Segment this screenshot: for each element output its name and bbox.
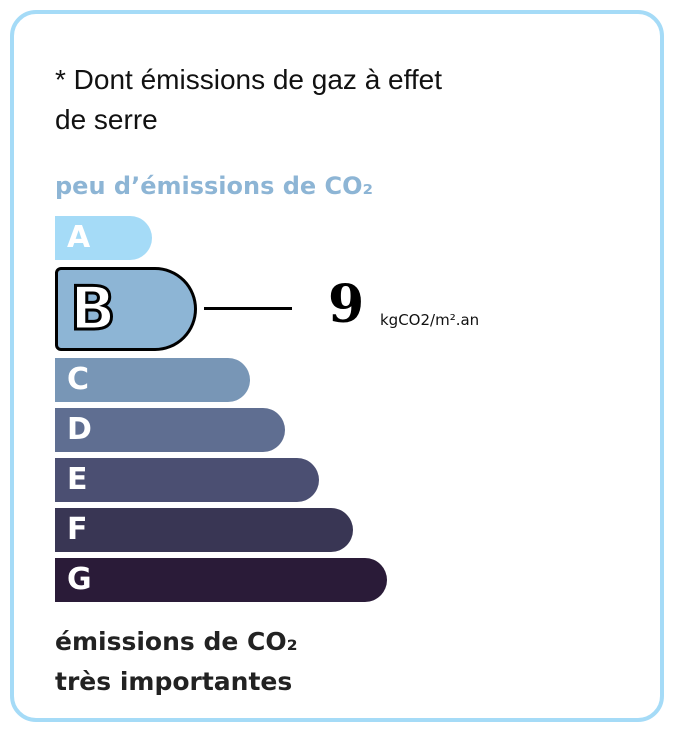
scale-bottom-label: émissions de CO₂ très importantes: [55, 622, 298, 702]
indicator-line: [204, 307, 292, 310]
class-bar-a: A: [55, 216, 152, 260]
class-letter: A: [67, 220, 91, 255]
label-frame: [10, 10, 664, 722]
class-bar-f: F: [55, 508, 353, 552]
value: 9: [328, 274, 365, 335]
class-letter: D: [67, 412, 92, 447]
title-line: de serre: [55, 104, 158, 135]
bottom-line: très importantes: [55, 667, 293, 696]
class-bar-c: C: [55, 358, 250, 402]
class-bar-g: G: [55, 558, 387, 602]
bottom-line: émissions de CO₂: [55, 627, 298, 656]
class-bar-e: E: [55, 458, 319, 502]
title: * Dont émissions de gaz à effet de serre: [55, 60, 442, 140]
class-letter: B: [69, 273, 118, 346]
class-letter: G: [67, 562, 92, 597]
unit: kgCO2/m².an: [380, 311, 480, 329]
class-bar-b-selected: B: [55, 267, 197, 351]
class-bar-d: D: [55, 408, 285, 452]
title-line: * Dont émissions de gaz à effet: [55, 64, 443, 95]
class-letter: C: [67, 362, 90, 397]
scale-top-label: peu d’émissions de CO₂: [55, 172, 374, 200]
class-letter: E: [67, 462, 88, 497]
class-letter: F: [67, 512, 88, 547]
